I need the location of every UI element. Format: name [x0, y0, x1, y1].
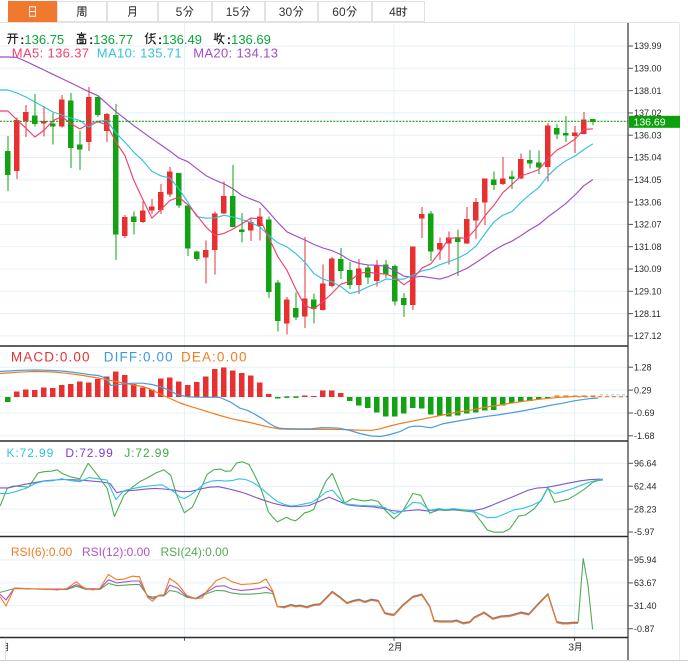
- svg-text:96.64: 96.64: [634, 459, 657, 469]
- svg-text:132.07: 132.07: [634, 220, 662, 230]
- svg-text:134.05: 134.05: [634, 175, 662, 185]
- svg-text:J:72.99: J:72.99: [124, 446, 170, 460]
- svg-text:135.04: 135.04: [634, 153, 662, 163]
- svg-text::: :: [158, 32, 162, 47]
- svg-text:128.11: 128.11: [634, 309, 661, 319]
- svg-text:DEA:0.00: DEA:0.00: [181, 350, 248, 365]
- svg-text:-0.87: -0.87: [634, 624, 655, 634]
- svg-text:62.44: 62.44: [634, 481, 657, 491]
- svg-text:136.69: 136.69: [634, 116, 666, 128]
- svg-text:31.40: 31.40: [634, 601, 657, 611]
- svg-text:1.28: 1.28: [634, 362, 652, 372]
- svg-text:129.10: 129.10: [634, 287, 662, 297]
- svg-text:63.67: 63.67: [634, 578, 657, 588]
- svg-text:136.03: 136.03: [634, 130, 662, 140]
- svg-text:131.08: 131.08: [634, 242, 662, 252]
- svg-text::: :: [20, 32, 24, 47]
- svg-text:RSI(6):0.00: RSI(6):0.00: [11, 545, 73, 559]
- svg-text:MA20: 134.13: MA20: 134.13: [193, 46, 278, 61]
- svg-text::: :: [89, 32, 93, 47]
- svg-text:137.02: 137.02: [634, 108, 662, 118]
- svg-text:95.94: 95.94: [634, 555, 657, 565]
- svg-text:3: 3: [568, 641, 574, 653]
- svg-text:139.99: 139.99: [634, 41, 662, 51]
- svg-text:136.77: 136.77: [93, 32, 133, 47]
- svg-text:MA10: 135.71: MA10: 135.71: [97, 46, 182, 61]
- svg-text:28.23: 28.23: [634, 504, 657, 514]
- svg-text:-5.97: -5.97: [634, 527, 655, 537]
- svg-text:5: 5: [176, 5, 183, 19]
- svg-text:4: 4: [389, 5, 396, 19]
- svg-text:MA5: 136.37: MA5: 136.37: [12, 46, 90, 61]
- svg-text:15: 15: [226, 5, 240, 19]
- svg-text:136.69: 136.69: [231, 32, 271, 47]
- svg-text:139.00: 139.00: [634, 64, 662, 74]
- svg-text:D:72.99: D:72.99: [65, 446, 113, 460]
- svg-text:0.29: 0.29: [634, 385, 652, 395]
- svg-text:DIFF:0.00: DIFF:0.00: [104, 350, 174, 365]
- svg-text:2: 2: [388, 641, 394, 653]
- svg-text:RSI(12):0.00: RSI(12):0.00: [82, 545, 150, 559]
- svg-text:136.75: 136.75: [24, 32, 64, 47]
- svg-text:-0.69: -0.69: [634, 408, 655, 418]
- svg-text:138.01: 138.01: [634, 86, 662, 96]
- svg-text::: :: [227, 32, 231, 47]
- svg-text:136.49: 136.49: [162, 32, 202, 47]
- svg-text:133.06: 133.06: [634, 197, 662, 207]
- svg-text:MACD:0.00: MACD:0.00: [11, 350, 91, 365]
- svg-text:-1.68: -1.68: [634, 431, 655, 441]
- svg-text:K:72.99: K:72.99: [7, 446, 55, 460]
- svg-text:60: 60: [332, 5, 346, 19]
- svg-text:130.09: 130.09: [634, 264, 662, 274]
- svg-text:127.12: 127.12: [634, 331, 662, 341]
- svg-text:30: 30: [279, 5, 293, 19]
- svg-text:RSI(24):0.00: RSI(24):0.00: [161, 545, 229, 559]
